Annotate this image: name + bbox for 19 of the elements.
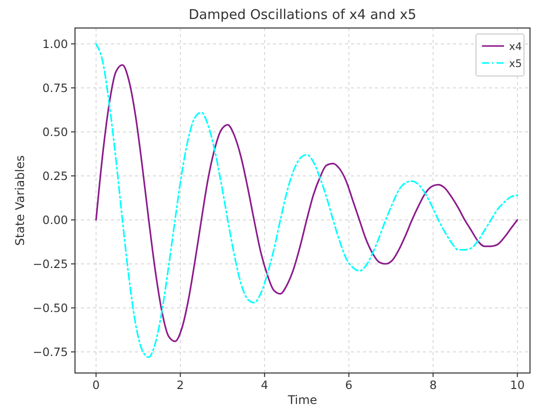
x-tick-label: 0	[92, 378, 100, 392]
legend-label: x5	[509, 58, 522, 70]
y-tick-label: 0.75	[42, 80, 68, 95]
y-tick-label: −0.75	[32, 344, 68, 359]
x-tick-label: 10	[510, 378, 525, 392]
x-tick-label: 6	[345, 378, 353, 392]
y-tick-label: 0.50	[42, 124, 68, 139]
legend-label: x4	[509, 41, 522, 53]
x-axis-title: Time	[286, 393, 318, 405]
x-tick-label: 8	[429, 378, 437, 392]
y-axis-title: State Variables	[13, 155, 27, 246]
y-tick-label: −0.25	[32, 256, 68, 271]
x-tick-label: 2	[176, 378, 184, 392]
x-tick-label: 4	[260, 378, 268, 392]
y-tick-label: 0.00	[42, 212, 68, 227]
chart-title: Damped Oscillations of x4 and x5	[188, 7, 416, 23]
y-tick-label: 1.00	[42, 36, 68, 51]
y-tick-label: −0.50	[32, 300, 68, 315]
y-tick-label: 0.25	[42, 168, 68, 183]
